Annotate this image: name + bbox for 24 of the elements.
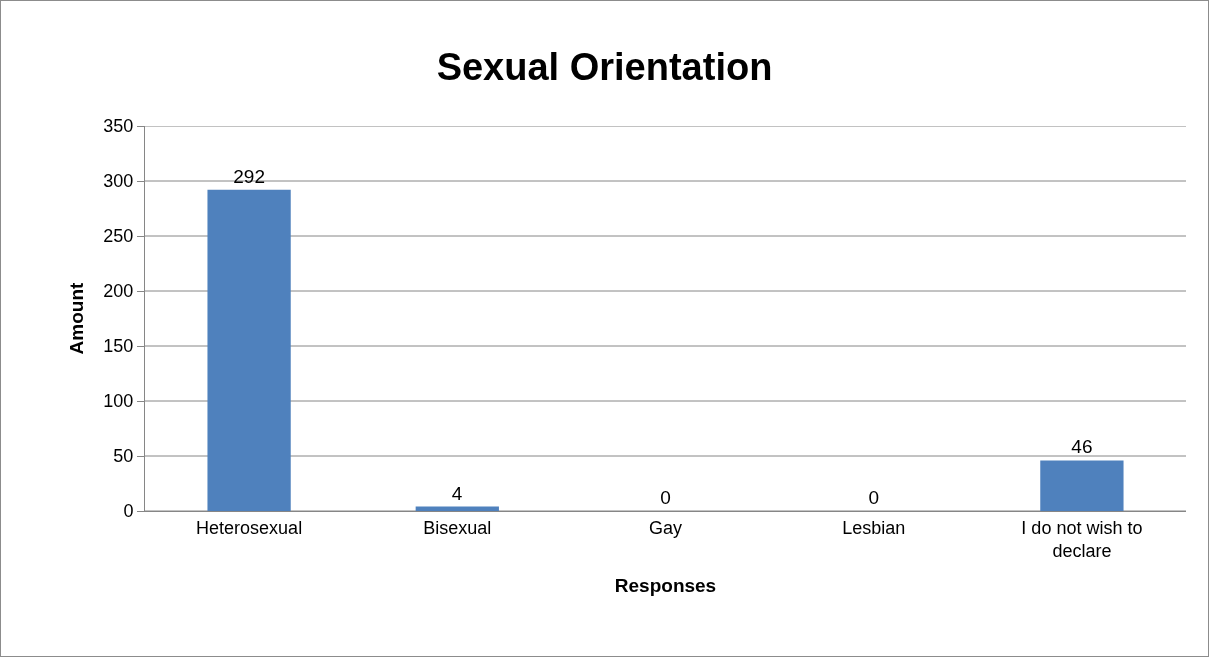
bar: [415, 506, 499, 511]
y-tick-label: 50: [113, 446, 134, 467]
x-tick-label: I do not wish to declare: [1021, 517, 1143, 561]
y-tick-label: 350: [103, 116, 134, 137]
data-label: 46: [1071, 436, 1093, 458]
y-tick-label: 0: [123, 501, 134, 522]
x-axis-title: Responses: [614, 574, 717, 596]
data-label: 4: [451, 482, 463, 504]
x-tick-label: Gay: [648, 517, 683, 538]
x-tick-label: Heterosexual: [196, 517, 303, 538]
x-tick-label: Bisexual: [423, 517, 492, 538]
bar: [1040, 460, 1124, 511]
bar: [207, 189, 291, 511]
y-tick-label: 150: [103, 336, 134, 357]
y-tick-label: 100: [103, 391, 134, 412]
data-label: 292: [233, 165, 265, 187]
y-tick-label: 250: [103, 226, 134, 247]
y-tick-label: 300: [103, 171, 134, 192]
y-axis-title: Amount: [66, 281, 88, 355]
x-tick-label: Lesbian: [842, 517, 906, 538]
data-label: 0: [868, 487, 879, 508]
data-label: 0: [660, 487, 671, 508]
chart-title: Sexual Orientation: [436, 45, 773, 88]
y-tick-label: 200: [103, 281, 134, 302]
